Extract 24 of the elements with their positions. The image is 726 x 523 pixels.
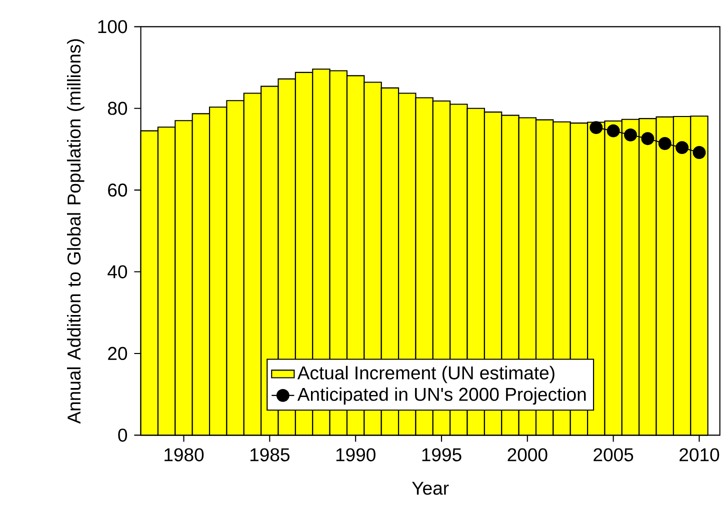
x-tick-label: 1990: [336, 448, 376, 462]
point: [624, 128, 637, 142]
point: [590, 120, 603, 134]
y-tick-label: 40: [108, 265, 128, 278]
x-axis-title: Year: [412, 482, 449, 495]
point: [676, 140, 689, 154]
legend-label: Anticipated in UN's 2000 Projection: [297, 387, 586, 404]
y-tick-label: 20: [108, 346, 128, 360]
y-tick-label: 60: [108, 183, 128, 196]
x-tick-label: 2000: [508, 448, 548, 462]
x-tick-label: 2005: [594, 448, 634, 462]
point: [658, 136, 672, 150]
legend-label: Actual Increment (UN estimate): [297, 366, 554, 383]
y-tick-label: 100: [98, 20, 128, 34]
x-tick-label: 1980: [164, 448, 204, 462]
y-tick-label: 80: [108, 102, 128, 115]
x-tick-label: 1995: [422, 448, 462, 462]
y-tick-label: 0: [118, 428, 128, 442]
point: [606, 124, 620, 138]
x-tick-label: 2010: [680, 448, 720, 462]
y-axis-title: Annual Addition to Global Population (millions): [67, 39, 84, 424]
x-tick-label: 1985: [250, 448, 290, 462]
point: [692, 146, 706, 159]
point: [641, 132, 654, 145]
